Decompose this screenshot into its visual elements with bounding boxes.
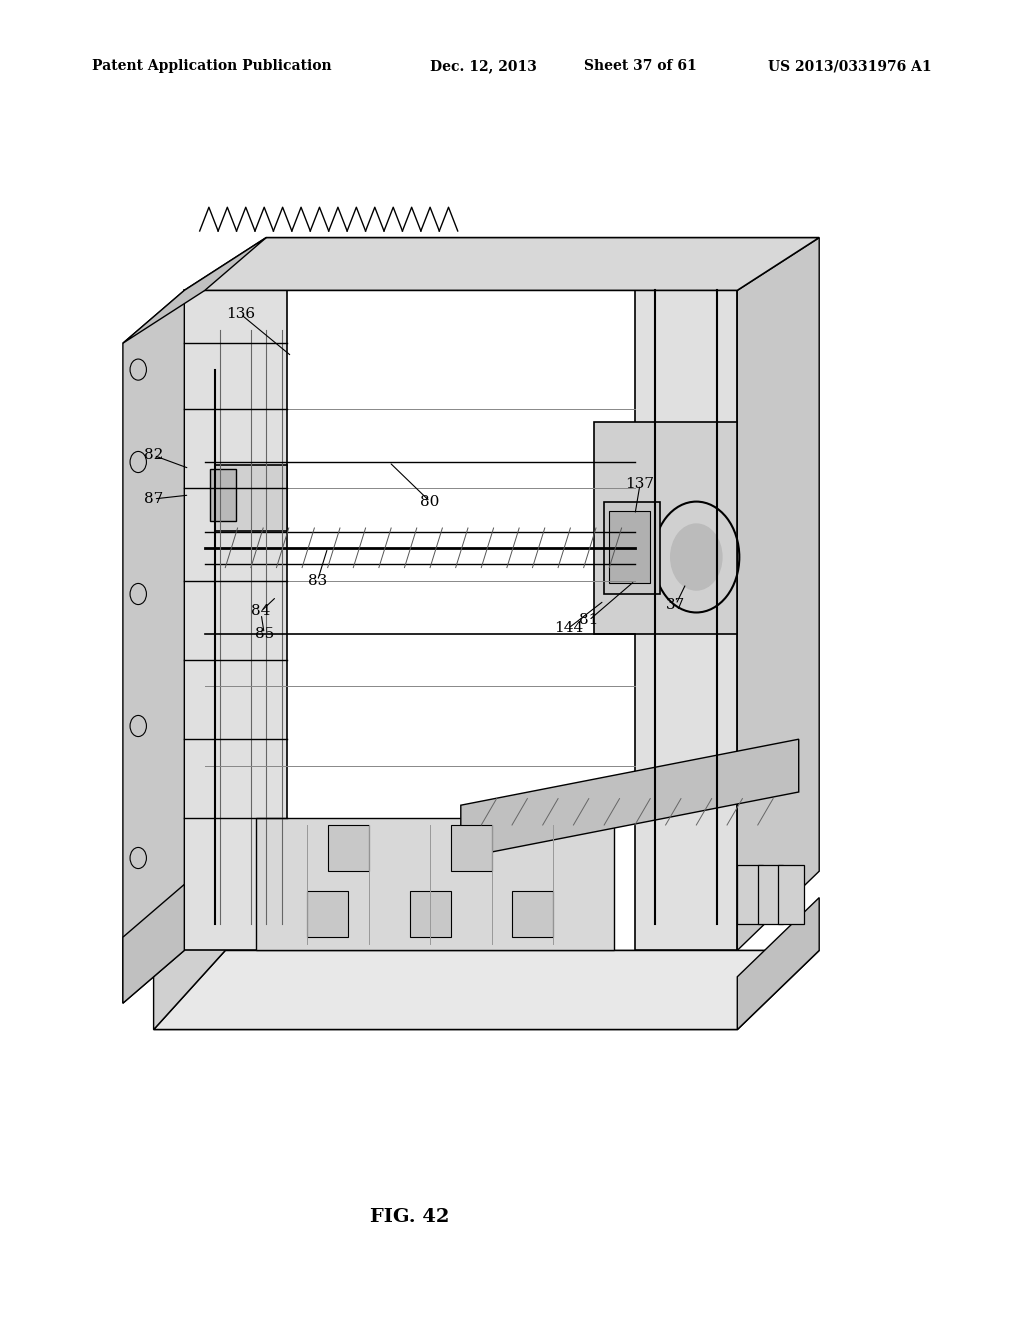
- Polygon shape: [184, 238, 819, 290]
- Bar: [512, 891, 553, 937]
- Text: 137: 137: [626, 478, 654, 491]
- Text: 136: 136: [226, 308, 255, 321]
- Text: FIG. 42: FIG. 42: [370, 1208, 450, 1226]
- Bar: [737, 865, 763, 924]
- Bar: [778, 865, 804, 924]
- Polygon shape: [123, 238, 266, 343]
- Text: 37: 37: [667, 598, 685, 611]
- Text: 82: 82: [144, 449, 163, 462]
- Bar: [210, 469, 236, 521]
- Text: 84: 84: [252, 605, 270, 618]
- Polygon shape: [737, 898, 819, 1030]
- Text: 144: 144: [554, 622, 583, 635]
- Circle shape: [671, 524, 722, 590]
- Polygon shape: [184, 290, 287, 950]
- Text: US 2013/0331976 A1: US 2013/0331976 A1: [768, 59, 932, 74]
- Text: 80: 80: [421, 495, 439, 508]
- Polygon shape: [256, 818, 614, 950]
- Polygon shape: [154, 950, 819, 1030]
- Text: 85: 85: [255, 627, 273, 640]
- Text: 87: 87: [144, 492, 163, 506]
- Bar: [215, 465, 287, 531]
- Polygon shape: [123, 884, 184, 1003]
- Text: Patent Application Publication: Patent Application Publication: [92, 59, 332, 74]
- Bar: [307, 891, 348, 937]
- Polygon shape: [594, 422, 737, 634]
- Polygon shape: [461, 739, 799, 858]
- Polygon shape: [123, 290, 184, 1003]
- Bar: [410, 891, 451, 937]
- Polygon shape: [154, 898, 225, 1030]
- Bar: [604, 502, 660, 594]
- Polygon shape: [737, 238, 819, 950]
- Bar: [758, 865, 783, 924]
- Bar: [609, 511, 650, 583]
- Text: 83: 83: [308, 574, 327, 587]
- Polygon shape: [635, 290, 737, 950]
- Text: 81: 81: [580, 614, 598, 627]
- Text: Sheet 37 of 61: Sheet 37 of 61: [584, 59, 696, 74]
- Text: Dec. 12, 2013: Dec. 12, 2013: [430, 59, 537, 74]
- Bar: [328, 825, 369, 871]
- Bar: [451, 825, 492, 871]
